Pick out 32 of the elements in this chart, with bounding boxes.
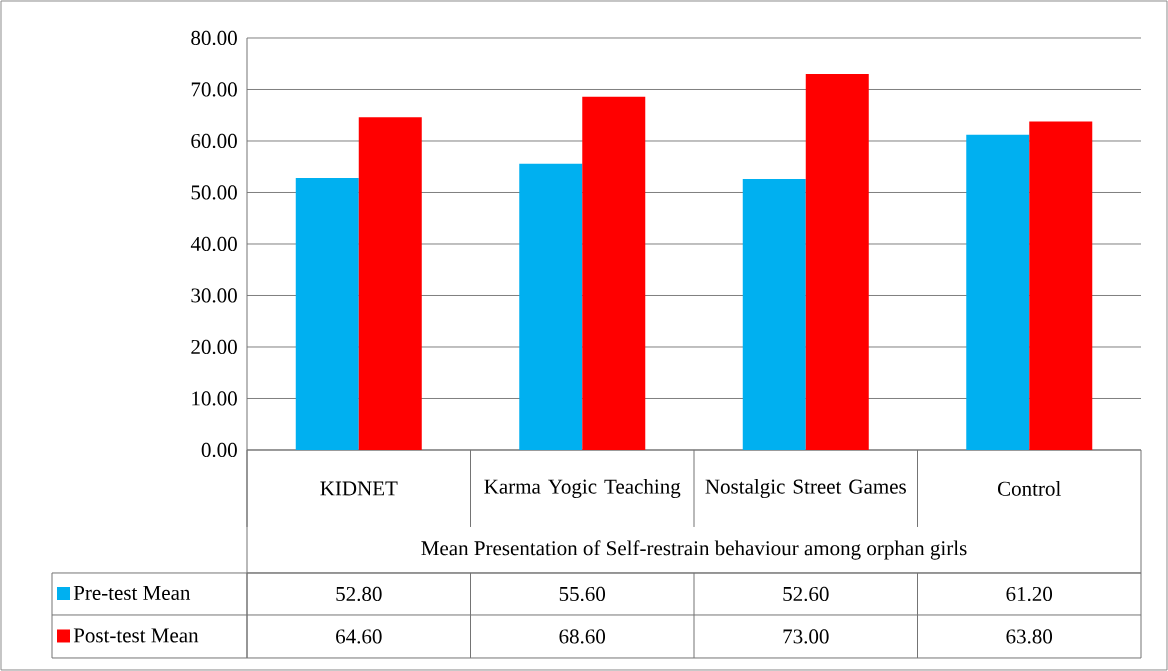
bar bbox=[295, 178, 359, 450]
data-label: 55.60 bbox=[559, 586, 606, 602]
data-label: 63.80 bbox=[1006, 629, 1053, 644]
x-axis-title: Mean Presentation of Self-restrain behaviour among orphan girls bbox=[421, 540, 967, 560]
x-tick-label: KIDNET bbox=[320, 481, 398, 496]
bar bbox=[805, 74, 869, 450]
data-label: 64.60 bbox=[336, 629, 382, 644]
bar bbox=[1029, 121, 1093, 450]
data-label: 52.60 bbox=[783, 586, 829, 602]
bar bbox=[742, 179, 806, 450]
bar bbox=[358, 117, 422, 450]
y-tick-label: 0.00 bbox=[201, 442, 237, 458]
bar bbox=[966, 134, 1030, 450]
x-tick-label: Control bbox=[997, 481, 1061, 496]
y-tick-label: 70.00 bbox=[191, 82, 237, 97]
y-tick-label: 20.00 bbox=[191, 339, 237, 355]
y-tick-label: 10.00 bbox=[192, 391, 237, 406]
data-label: 52.80 bbox=[336, 586, 382, 602]
y-tick-label: 40.00 bbox=[190, 236, 237, 252]
legend-label: Post-test Mean bbox=[73, 628, 199, 643]
bar bbox=[582, 96, 646, 450]
legend-label: Pre-test Mean bbox=[73, 586, 191, 600]
data-label: 73.00 bbox=[783, 629, 829, 644]
y-tick-label: 60.00 bbox=[191, 133, 237, 149]
bar bbox=[519, 163, 583, 450]
data-label: 61.20 bbox=[1006, 586, 1053, 602]
x-tick-label: Nostalgic Street Games bbox=[705, 478, 906, 499]
y-tick-label: 50.00 bbox=[191, 185, 237, 200]
y-tick-label: 80.00 bbox=[191, 30, 237, 46]
data-label: 68.60 bbox=[559, 629, 606, 644]
x-tick-label: Karma Yogic Teaching bbox=[484, 478, 681, 499]
y-tick-label: 30.00 bbox=[191, 288, 237, 303]
